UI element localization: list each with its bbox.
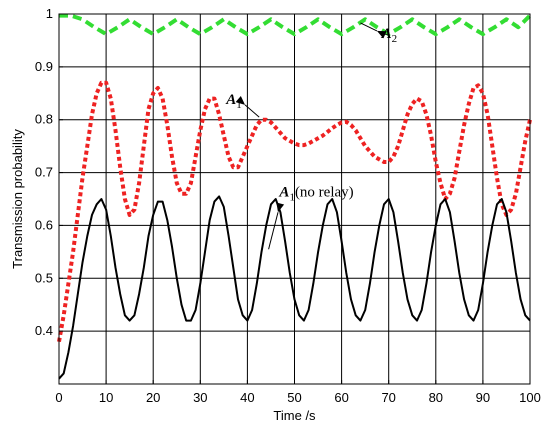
series-line-a1-no-relay [58,195,531,380]
x-tick-label: 100 [519,390,541,405]
annotation-arrowhead [235,96,246,105]
annotations: A2 A1 A1(no relay) [225,22,398,250]
annotation-arrowhead [376,30,387,39]
x-tick-label: 90 [476,390,490,405]
series-layer [57,13,532,380]
x-tick-label: 80 [429,390,443,405]
axis-ticks [58,13,531,384]
annotation-arrow-line [268,212,279,250]
y-axis-label: Transmission probability [10,129,25,269]
tick-labels: 0 10 20 30 40 50 60 70 80 90 100 0.4 0.5 0.6 0.7 0.8 0.9… [35,6,541,405]
y-tick-label: 0.8 [35,112,53,127]
annotation-label: A1 [225,92,242,111]
x-tick-label: 20 [146,390,160,405]
x-tick-label: 0 [55,390,62,405]
x-tick-label: 30 [193,390,207,405]
x-tick-label: 50 [287,390,301,405]
annotation-label: A1(no relay) [278,184,353,203]
y-tick-label: 0.4 [35,323,53,338]
x-tick-label: 40 [240,390,254,405]
series-line-a2 [59,13,532,37]
x-tick-label: 60 [334,390,348,405]
y-tick-label: 0.9 [35,59,53,74]
annotation-arrow-line [360,22,378,32]
y-tick-label: 0.5 [35,270,53,285]
annotation-arrow-line [244,104,260,118]
x-axis-label: Time /s [273,408,316,423]
series-line-a1 [57,80,532,343]
x-tick-label: 10 [99,390,113,405]
annotation-arrowhead [276,202,285,213]
y-tick-label: 1 [46,6,53,21]
grid-lines [59,14,530,384]
y-tick-label: 0.7 [35,165,53,180]
annotation-label: A2 [381,26,398,45]
x-tick-label: 70 [381,390,395,405]
y-tick-label: 0.6 [35,217,53,232]
